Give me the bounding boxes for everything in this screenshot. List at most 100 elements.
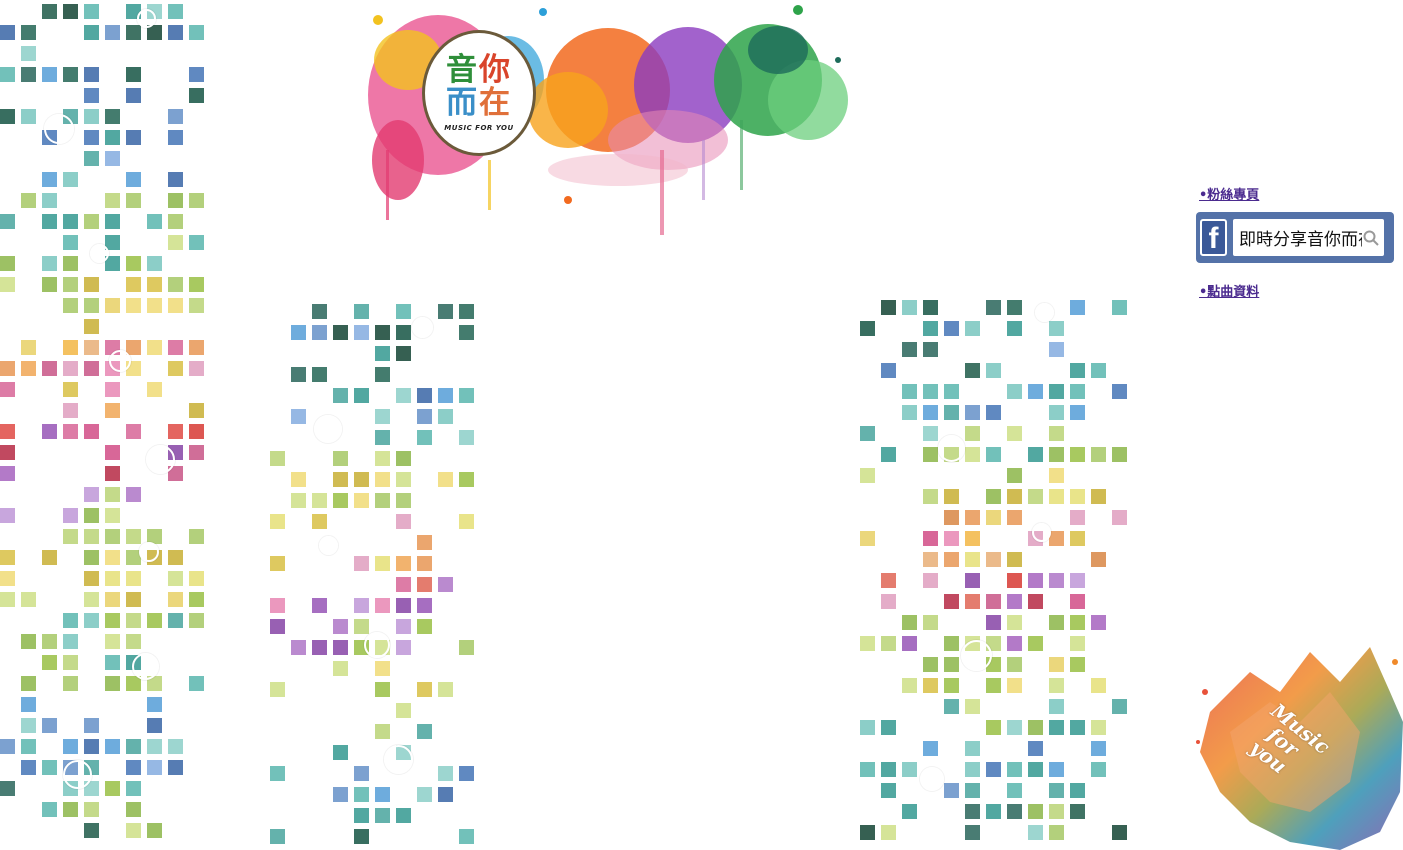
mosaic-tile [860, 636, 875, 651]
fans-page-link[interactable]: •粉絲專頁 [1199, 188, 1260, 203]
mosaic-tile [417, 619, 432, 634]
mosaic-tile [881, 636, 896, 651]
mosaic-tile [965, 699, 980, 714]
mosaic-tile [354, 829, 369, 844]
mosaic-tile [63, 256, 78, 271]
mosaic-tile [168, 235, 183, 250]
mosaic-tile [1007, 657, 1022, 672]
mosaic-tile [965, 363, 980, 378]
mosaic-ring [961, 640, 992, 671]
mosaic-tile [1007, 384, 1022, 399]
mosaic-ring [314, 415, 342, 443]
song-data-link[interactable]: •點曲資料 [1199, 285, 1260, 300]
logo-char: 你 [479, 52, 512, 89]
mosaic-tile [986, 300, 1001, 315]
mosaic-tile [0, 256, 15, 271]
mosaic-tile [354, 472, 369, 487]
mosaic-tile [354, 556, 369, 571]
mosaic-tile [312, 367, 327, 382]
mosaic-tile [1070, 510, 1085, 525]
mosaic-tile [986, 762, 1001, 777]
mosaic-tile [1028, 594, 1043, 609]
mosaic-tile [84, 571, 99, 586]
mosaic-tile [396, 514, 411, 529]
mosaic-tile [105, 25, 120, 40]
mosaic-tile [986, 804, 1001, 819]
mosaic-tile [84, 4, 99, 19]
mosaic-tile [312, 304, 327, 319]
mosaic-tile [126, 613, 141, 628]
mosaic-tile [1091, 615, 1106, 630]
mosaic-tile [986, 447, 1001, 462]
mosaic-tile [147, 613, 162, 628]
mosaic-tile [965, 447, 980, 462]
mosaic-tile [375, 640, 390, 655]
mosaic-tile [1049, 678, 1064, 693]
mosaic-tile [333, 787, 348, 802]
mosaic-tile [1007, 615, 1022, 630]
mosaic-tile [438, 472, 453, 487]
mosaic-tile [1049, 405, 1064, 420]
mosaic-tile [105, 256, 120, 271]
mosaic-tile [1028, 489, 1043, 504]
mosaic-tile [417, 598, 432, 613]
mosaic-tile [923, 531, 938, 546]
mosaic-decoration-right [860, 300, 1135, 850]
mosaic-tile [84, 613, 99, 628]
mosaic-tile [84, 298, 99, 313]
mosaic-tile [944, 447, 959, 462]
mosaic-tile [168, 550, 183, 565]
mosaic-tile [1112, 300, 1127, 315]
mosaic-tile [860, 426, 875, 441]
mosaic-ring [920, 767, 944, 791]
mosaic-tile [375, 451, 390, 466]
mosaic-tile [270, 619, 285, 634]
mosaic-tile [1112, 384, 1127, 399]
mosaic-tile [1007, 720, 1022, 735]
mosaic-tile [291, 325, 306, 340]
mosaic-tile [1070, 405, 1085, 420]
mosaic-tile [105, 361, 120, 376]
mosaic-tile [0, 739, 15, 754]
mosaic-tile [105, 403, 120, 418]
mosaic-tile [0, 109, 15, 124]
mosaic-tile [965, 510, 980, 525]
mosaic-tile [63, 424, 78, 439]
mosaic-tile [459, 472, 474, 487]
mosaic-tile [902, 300, 917, 315]
facebook-search-text: 即時分享音你而在 [1239, 230, 1362, 250]
mosaic-tile [375, 409, 390, 424]
logo-char: 音 [446, 52, 479, 89]
mosaic-tile [1049, 426, 1064, 441]
mosaic-tile [63, 508, 78, 523]
mosaic-tile [105, 382, 120, 397]
mosaic-tile [1049, 342, 1064, 357]
mosaic-tile [396, 346, 411, 361]
mosaic-tile [1070, 615, 1085, 630]
mosaic-tile [63, 676, 78, 691]
mosaic-tile [354, 808, 369, 823]
mosaic-tile [1049, 699, 1064, 714]
mosaic-tile [1007, 552, 1022, 567]
mosaic-tile [21, 676, 36, 691]
mosaic-tile [417, 577, 432, 592]
music-for-you-splash [1196, 647, 1403, 850]
facebook-search-box[interactable]: 即時分享音你而在 [1233, 219, 1384, 256]
mosaic-tile [986, 636, 1001, 651]
mosaic-tile [84, 151, 99, 166]
mosaic-tile [126, 592, 141, 607]
facebook-share-badge[interactable]: f 即時分享音你而在 [1196, 212, 1394, 263]
mosaic-tile [312, 325, 327, 340]
mosaic-tile [860, 468, 875, 483]
mosaic-tile [147, 739, 162, 754]
mosaic-tile [21, 46, 36, 61]
mosaic-tile [21, 340, 36, 355]
mosaic-tile [986, 489, 1001, 504]
mosaic-tile [168, 172, 183, 187]
mosaic-tile [21, 718, 36, 733]
mosaic-tile [63, 382, 78, 397]
site-logo[interactable]: 音你 而在 MUSIC FOR YOU [422, 30, 536, 156]
search-icon [1363, 230, 1379, 246]
mosaic-tile [189, 445, 204, 460]
mosaic-tile [1112, 699, 1127, 714]
